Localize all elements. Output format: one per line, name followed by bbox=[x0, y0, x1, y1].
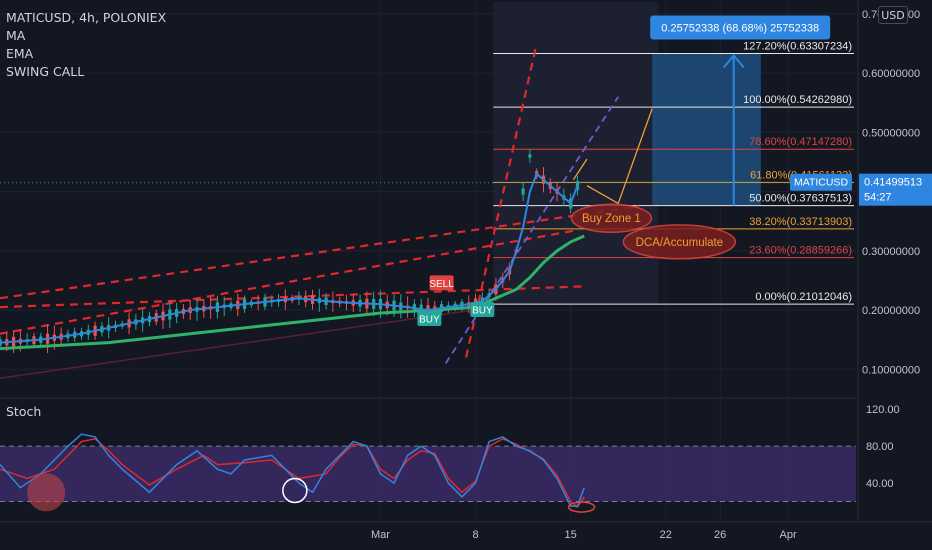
annotation-label: Buy Zone 1 bbox=[582, 213, 641, 225]
ema-line bbox=[0, 172, 579, 344]
time-tick-label: 15 bbox=[565, 529, 577, 541]
time-tick-label: 26 bbox=[714, 529, 726, 541]
signal-label: SELL bbox=[429, 279, 454, 290]
trend-line bbox=[464, 43, 538, 358]
long-ma-line bbox=[0, 307, 490, 379]
fib-zone bbox=[493, 2, 659, 305]
currency-button[interactable]: USD bbox=[878, 6, 908, 24]
price-tick-label: 0.20000000 bbox=[862, 305, 920, 317]
stoch-marker bbox=[27, 473, 66, 512]
projection-arrow bbox=[617, 108, 653, 204]
trend-line bbox=[0, 205, 639, 300]
fib-level-label: 100.00%(0.54262980) bbox=[743, 94, 852, 106]
signal-badge bbox=[429, 275, 454, 291]
last-price-countdown: 54:27 bbox=[864, 192, 892, 204]
price-tick-label: 0.50000000 bbox=[862, 127, 920, 139]
last-price-symbol-tag bbox=[790, 173, 852, 191]
price-tick-label: 0.10000000 bbox=[862, 364, 920, 376]
fib-level-label: 23.60%(0.28859266) bbox=[749, 245, 852, 257]
indicator-ma[interactable]: MA bbox=[6, 28, 26, 43]
last-price-value: 0.41499513 bbox=[864, 177, 922, 189]
time-tick-label: Mar bbox=[371, 529, 390, 541]
price-pane: 127.20%(0.63307234) 100.00%(0.54262980) 78… bbox=[0, 2, 856, 379]
fib-level-label: 78.60%(0.47147280) bbox=[749, 136, 852, 148]
price-tick-label: 0.30000000 bbox=[862, 246, 920, 258]
signal-badge bbox=[470, 302, 495, 318]
stoch-tick-label: 120.00 bbox=[866, 404, 900, 416]
indicator-ema[interactable]: EMA bbox=[6, 46, 34, 61]
stoch-marker bbox=[567, 501, 596, 513]
target-arrow-head bbox=[722, 53, 745, 69]
last-price-tag bbox=[859, 173, 932, 206]
time-tick-label: Apr bbox=[780, 529, 797, 541]
target-label-box bbox=[650, 15, 831, 40]
annotation-ellipse bbox=[570, 203, 653, 233]
projection-arrow bbox=[572, 158, 588, 181]
symbol-title[interactable]: MATICUSD, 4h, POLONIEX bbox=[6, 10, 167, 25]
stoch-pane bbox=[0, 397, 856, 513]
target-box bbox=[652, 53, 761, 206]
channel-line bbox=[444, 96, 619, 364]
candle-body bbox=[521, 188, 525, 195]
stoch-marker bbox=[282, 477, 308, 504]
candle-body bbox=[528, 154, 532, 158]
annotation-label: DCA/Accumulate bbox=[636, 237, 724, 249]
stoch-tick-label: 40.00 bbox=[866, 478, 894, 490]
stoch-k-line bbox=[0, 433, 585, 507]
stoch-tick-label: 80.00 bbox=[866, 441, 894, 453]
target-label: 0.25752338 (68.68%) 25752338 bbox=[661, 23, 819, 35]
fib-level-label: 0.00%(0.21012046) bbox=[755, 291, 852, 303]
ma-line bbox=[0, 234, 585, 351]
fib-level-label: 127.20%(0.63307234) bbox=[743, 40, 852, 52]
projection-arrow bbox=[586, 185, 619, 204]
price-tick-label: 0.60000000 bbox=[862, 68, 920, 80]
signal-label: BUY bbox=[472, 306, 493, 317]
indicator-swing-call[interactable]: SWING CALL bbox=[6, 64, 85, 79]
signal-badge bbox=[417, 310, 442, 326]
fib-level-label: 50.00%(0.37637513) bbox=[749, 193, 852, 205]
fib-level-label: 38.20%(0.33713903) bbox=[749, 216, 852, 228]
stoch-band bbox=[0, 446, 856, 502]
signal-label: BUY bbox=[419, 314, 440, 325]
time-tick-label: 8 bbox=[472, 529, 478, 541]
last-price-symbol: MATICUSD bbox=[794, 177, 848, 189]
stoch-title[interactable]: Stoch bbox=[6, 404, 42, 419]
time-tick-label: 22 bbox=[660, 529, 672, 541]
annotation-ellipse bbox=[622, 224, 737, 260]
